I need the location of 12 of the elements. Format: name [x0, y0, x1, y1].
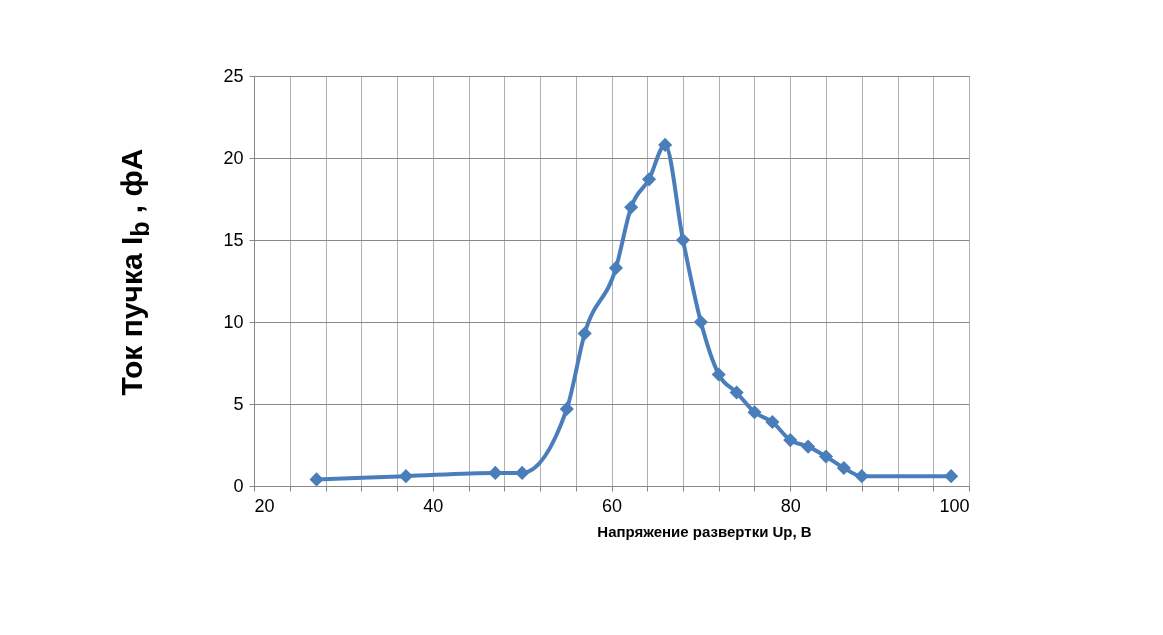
x-tick-label: 100 [939, 495, 970, 516]
y-tick-label: 5 [233, 393, 244, 414]
y-tick-label: 25 [223, 65, 244, 86]
y-tick-label: 15 [223, 229, 244, 250]
x-tick-label: 20 [254, 495, 275, 516]
y-tick-label: 0 [233, 475, 244, 496]
x-tick-label: 40 [423, 495, 444, 516]
y-tick-label: 20 [223, 147, 244, 168]
x-tick-label: 60 [601, 495, 623, 516]
x-axis-title: Напряжение развертки Up, В [597, 522, 812, 540]
x-tick-label: 80 [780, 495, 801, 516]
y-tick-label: 10 [223, 311, 244, 332]
